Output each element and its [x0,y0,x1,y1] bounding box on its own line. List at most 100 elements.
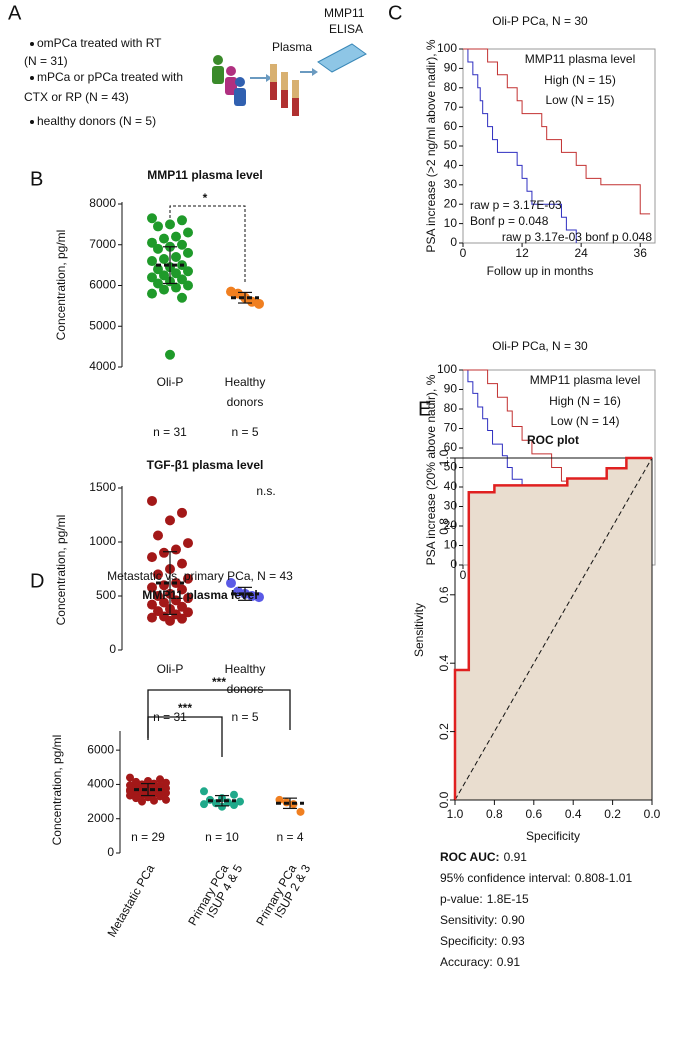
data-point [153,591,163,601]
x-axis-label: Follow up in months [487,264,594,278]
panel-label: A [8,2,22,24]
x-tick-label: Oli-P [157,375,184,389]
y-axis-label: Concentration, pg/ml [50,735,64,846]
stat-value: 1.8E-15 [487,892,529,906]
bullet-text: CTX or RP (N = 43) [24,90,129,104]
data-point [177,239,187,250]
data-point [177,584,187,595]
stat-value: 0.90 [501,913,525,927]
data-point [226,578,236,589]
plasma-label: Plasma [272,40,312,54]
data-point [147,495,157,506]
y-tick-label: 7000 [89,237,116,251]
bullet-text: omPCa treated with RT [37,36,162,50]
legend-entry: Low (N = 14) [550,414,619,428]
data-point [147,612,157,623]
y-tick-label: 1.0 [437,449,451,466]
data-point [177,292,187,303]
data-point [162,789,170,797]
stat-label: 95% confidence interval: [440,871,571,885]
data-point [183,247,193,258]
x-tick-label: Healthy [225,375,266,389]
data-point [153,530,163,541]
y-axis-label: Concentration, pg/ml [54,230,68,341]
y-tick-label: 0 [450,557,457,571]
data-point [147,237,157,248]
y-tick-label: 0.8 [437,518,451,535]
data-point [153,264,163,275]
stat-line: Sensitivity: 0.90 [440,913,525,927]
panel-label: B [30,168,43,190]
stat-label: Accuracy: [440,955,493,969]
y-tick-label: 4000 [87,777,114,791]
annotation: *** [212,675,226,689]
data-point [177,613,187,624]
x-tick-label: 0.0 [644,807,661,821]
y-tick-label: 0.6 [437,586,451,603]
data-point [153,243,163,254]
data-point [165,219,175,230]
data-point [159,270,169,281]
bullet [30,120,34,124]
data-point [200,787,208,796]
y-tick-label: 2000 [87,811,114,825]
y-tick-label: 0 [107,845,114,859]
significance-bracket [147,716,223,757]
stat-line: Specificity: 0.93 [440,934,525,948]
data-point [147,272,157,283]
plot-frame [454,457,653,801]
y-tick-label: 40 [444,479,458,493]
x-tick-label: 0.2 [604,807,621,821]
y-tick-label: 60 [444,440,458,454]
chart-title: Oli-P PCa, N = 30 [492,14,588,28]
data-point [126,773,134,782]
y-tick-label: 5000 [89,318,116,332]
chart-title: Oli-P PCa, N = 30 [492,339,588,353]
significance-bracket [169,205,246,282]
data-point [162,778,170,787]
n-label: n = 29 [131,830,165,844]
y-tick-label: 4000 [89,359,116,373]
data-point [230,801,238,809]
y-tick-label: 20 [444,196,458,210]
y-tick-label: 60 [444,119,458,133]
stat-line: ROC AUC: 0.91 [440,850,527,864]
stat-value: 0.91 [504,850,528,864]
data-point [159,547,169,558]
panel-label: C [388,2,402,24]
y-tick-label: 8000 [89,196,116,210]
data-point [138,797,146,806]
stat-line: p-value: 1.8E-15 [440,892,529,906]
legend-title: MMP11 plasma level [525,52,635,66]
data-point [171,251,181,262]
data-point [147,256,157,267]
stat-value: 0.93 [501,934,525,948]
data-point [183,573,193,584]
chart-subtitle: Metastatic vs. primary PCa, N = 43 [107,569,293,583]
stat-label: Sensitivity: [440,913,497,927]
data-point [165,349,175,360]
x-tick-label: 36 [634,246,648,260]
x-tick-label: 0 [460,568,467,582]
y-tick-label: 90 [444,382,458,396]
data-point [230,790,238,799]
data-point [254,298,264,309]
stat-value: 0.91 [497,955,521,969]
elisa-plate [317,43,367,73]
y-tick-label: 1000 [89,534,116,548]
y-tick-label: 20 [444,518,458,532]
y-tick-label: 50 [444,138,458,152]
data-point [177,274,187,285]
data-point [153,569,163,580]
x-tick-label: 0.6 [525,807,542,821]
data-point [236,797,244,806]
legend-title: MMP11 plasma level [530,373,640,387]
data-point [147,213,157,224]
stat-label: p-value: [440,892,483,906]
y-tick-label: 10 [444,216,458,230]
stat-label: Specificity: [440,934,497,948]
data-point [156,775,164,784]
y-tick-label: 30 [444,499,458,513]
y-tick-label: 500 [96,588,116,602]
data-point [147,582,157,593]
